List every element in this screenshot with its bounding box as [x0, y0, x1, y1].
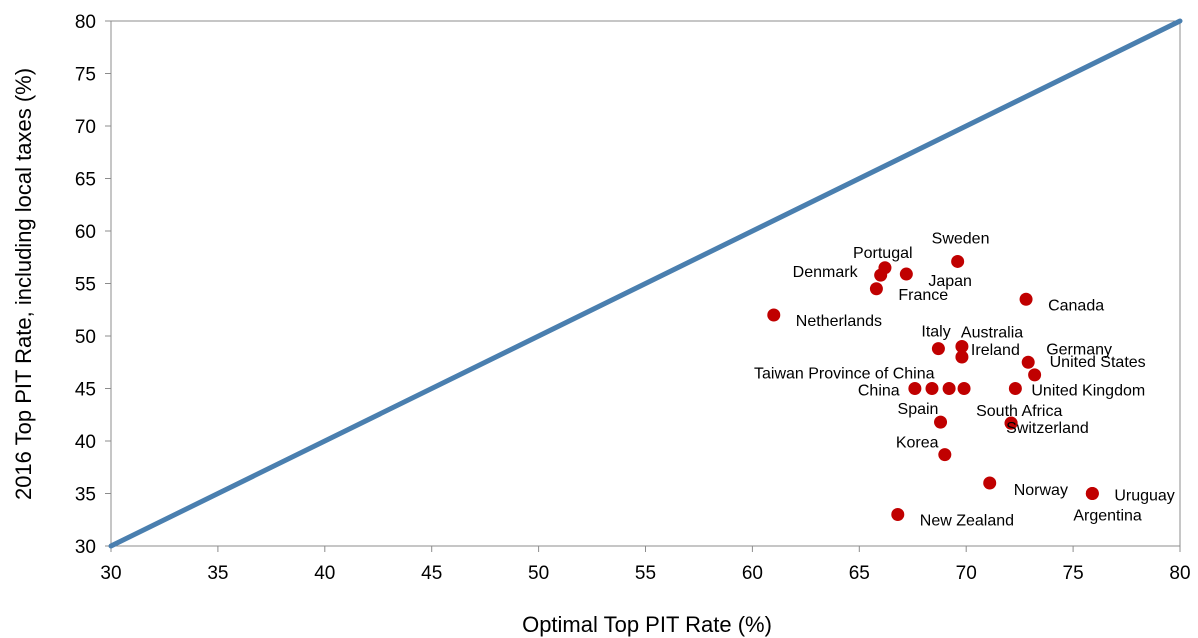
- data-point-ireland: [955, 350, 969, 364]
- point-label: Uruguay: [1114, 488, 1174, 505]
- data-point-netherlands: [767, 308, 781, 322]
- point-label: Switzerland: [1006, 420, 1089, 437]
- data-point-sweden: [951, 254, 965, 268]
- data-point-japan: [899, 267, 913, 281]
- point-label: Japan: [928, 273, 972, 290]
- data-point-unlabeled-15: [957, 382, 971, 395]
- data-point-switzerland: [1004, 416, 1018, 430]
- data-point-united-states: [1028, 368, 1042, 382]
- y-tick-label: 50: [75, 327, 96, 348]
- point-label: Netherlands: [796, 313, 882, 330]
- data-point-canada: [1019, 292, 1033, 306]
- point-label: South Africa: [976, 403, 1062, 420]
- y-tick-label: 45: [75, 380, 96, 401]
- point-label: Sweden: [932, 230, 990, 247]
- data-point-korea: [938, 448, 952, 462]
- point-label: Denmark: [793, 264, 859, 281]
- data-point-unlabeled-14: [942, 382, 956, 395]
- reference-line-45deg: [108, 18, 1183, 549]
- y-tick-label: 30: [75, 537, 96, 558]
- point-label: Italy: [921, 324, 950, 341]
- x-tick-label: 40: [314, 563, 335, 584]
- x-tick-label: 80: [1169, 563, 1190, 584]
- point-label: Taiwan Province of China: [754, 366, 935, 383]
- point-label: Argentina: [1073, 508, 1142, 525]
- data-point-denmark: [874, 268, 888, 282]
- x-axis-title: Optimal Top PIT Rate (%): [522, 612, 772, 637]
- y-tick-label: 75: [75, 65, 96, 86]
- y-tick-label: 35: [75, 485, 96, 506]
- y-tick-label: 40: [75, 432, 96, 453]
- point-label: Korea: [896, 435, 939, 452]
- x-tick-label: 50: [528, 563, 549, 584]
- y-tick-label: 60: [75, 222, 96, 243]
- x-tick-label: 45: [421, 563, 442, 584]
- y-axis-title: 2016 Top PIT Rate, including local taxes…: [11, 68, 36, 500]
- point-label: Spain: [898, 401, 939, 418]
- x-tick-label: 60: [742, 563, 763, 584]
- point-label: China: [858, 383, 900, 400]
- x-tick-label: 65: [849, 563, 870, 584]
- y-tick-label: 65: [75, 170, 96, 191]
- data-point-france: [869, 282, 883, 296]
- x-tick-label: 75: [1063, 563, 1084, 584]
- x-tick-label: 30: [100, 563, 121, 584]
- point-label: Australia: [961, 325, 1023, 342]
- point-label: Portugal: [853, 245, 913, 262]
- data-point-argentina: [1085, 487, 1099, 500]
- data-point-spain: [934, 415, 948, 429]
- y-tick-label: 55: [75, 275, 96, 296]
- x-tick-label: 70: [956, 563, 977, 584]
- point-label: United Kingdom: [1031, 383, 1145, 400]
- y-tick-label: 80: [75, 12, 96, 33]
- data-point-new-zealand: [891, 508, 905, 521]
- data-point-norway: [983, 476, 997, 490]
- x-tick-label: 55: [635, 563, 656, 584]
- point-label: Germany: [1046, 341, 1112, 358]
- data-point-germany: [1021, 355, 1035, 369]
- point-label: New Zealand: [920, 513, 1014, 530]
- data-point-taiwan-province-of-china: [925, 382, 939, 395]
- data-point-united-kingdom: [1008, 382, 1022, 395]
- data-point-italy: [931, 342, 945, 356]
- y-tick-label: 70: [75, 117, 96, 138]
- point-label: Ireland: [971, 342, 1020, 359]
- point-label: Norway: [1014, 482, 1068, 499]
- point-label: United States: [1050, 354, 1146, 371]
- x-tick-label: 35: [207, 563, 228, 584]
- data-point-australia: [955, 340, 969, 353]
- point-label: Canada: [1048, 297, 1104, 314]
- point-label: France: [898, 287, 948, 304]
- data-point-china: [908, 382, 922, 395]
